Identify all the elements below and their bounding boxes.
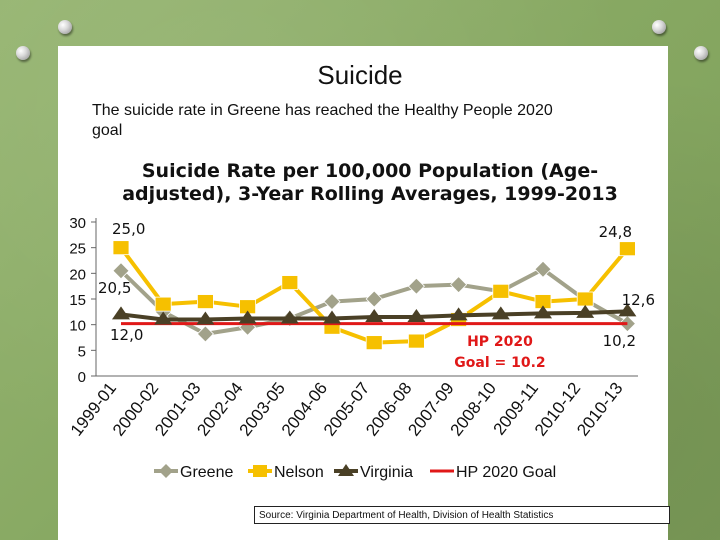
goal-annotation: HP 2020 Goal = 10.2	[454, 334, 545, 371]
legend-virginia-marker	[338, 464, 354, 476]
virginia-point	[196, 311, 215, 325]
chart-title: Suicide Rate per 100,000 Population (Age…	[122, 160, 618, 205]
y-tick-label: 15	[69, 292, 86, 309]
slide-subtitle: The suicide rate in Greene has reached t…	[92, 102, 553, 139]
virginia-point	[323, 310, 341, 324]
nelson-point	[196, 294, 214, 309]
greene-point	[534, 260, 552, 278]
chart-title-line: adjusted), 3-Year Rolling Averages, 1999…	[122, 183, 618, 205]
data-label: 25,0	[112, 220, 145, 238]
virginia-point	[576, 304, 595, 318]
pushpin-icon	[652, 20, 668, 36]
source-note: Source: Virginia Department of Health, D…	[254, 506, 670, 524]
greene-point	[196, 325, 214, 343]
pushpin-icon	[16, 46, 32, 62]
virginia-point	[449, 307, 468, 321]
nelson-point	[281, 275, 299, 290]
nelson-point	[576, 291, 594, 307]
data-label: 20,5	[98, 279, 131, 297]
x-tick-label: 2008-10	[447, 379, 500, 440]
goal-annotation-line: Goal = 10.2	[454, 355, 545, 371]
y-tick-label: 0	[78, 369, 86, 386]
nelson-point	[154, 296, 172, 312]
nelson-point	[492, 283, 510, 299]
virginia-point	[618, 303, 637, 317]
slide-title: Suicide	[317, 60, 403, 90]
virginia-point	[491, 306, 510, 320]
virginia-point	[238, 310, 257, 324]
virginia-point	[365, 308, 384, 322]
nelson-point	[112, 240, 130, 256]
greene-point	[407, 277, 425, 295]
legend-nelson-label: Nelson	[274, 464, 324, 481]
y-tick-label: 10	[69, 318, 86, 335]
legend-nelson-marker	[253, 465, 267, 477]
legend-hp-2020-goal-label: HP 2020 Goal	[456, 464, 556, 481]
y-tick-label: 30	[69, 215, 86, 232]
legend-virginia-label: Virginia	[360, 464, 413, 481]
legend-greene-label: Greene	[180, 464, 233, 481]
data-label: 12,6	[622, 291, 655, 309]
data-label: 10,2	[603, 332, 636, 350]
greene-point	[112, 262, 130, 280]
x-tick-label: 2010-13	[573, 379, 626, 440]
pushpin-icon	[58, 20, 74, 36]
y-tick-label: 5	[78, 343, 86, 360]
nelson-point	[619, 241, 636, 257]
virginia-point	[280, 310, 299, 324]
virginia-point	[112, 306, 130, 320]
virginia-point	[534, 305, 552, 319]
data-label: 24,8	[599, 223, 632, 241]
data-label: 12,0	[110, 326, 143, 344]
legend-greene-marker	[159, 464, 173, 478]
nelson-point	[407, 333, 425, 349]
y-tick-label: 20	[69, 266, 86, 283]
virginia-point	[407, 308, 426, 322]
greene-point	[323, 293, 341, 311]
virginia-point	[154, 311, 173, 325]
greene-point	[365, 290, 383, 308]
pushpin-icon	[694, 46, 710, 62]
goal-annotation-line: HP 2020	[467, 334, 533, 350]
nelson-point	[365, 335, 383, 351]
chart-title-line: Suicide Rate per 100,000 Population (Age…	[142, 160, 598, 182]
y-tick-label: 25	[69, 241, 86, 258]
greene-point	[450, 276, 468, 294]
slide-panel	[58, 46, 668, 540]
